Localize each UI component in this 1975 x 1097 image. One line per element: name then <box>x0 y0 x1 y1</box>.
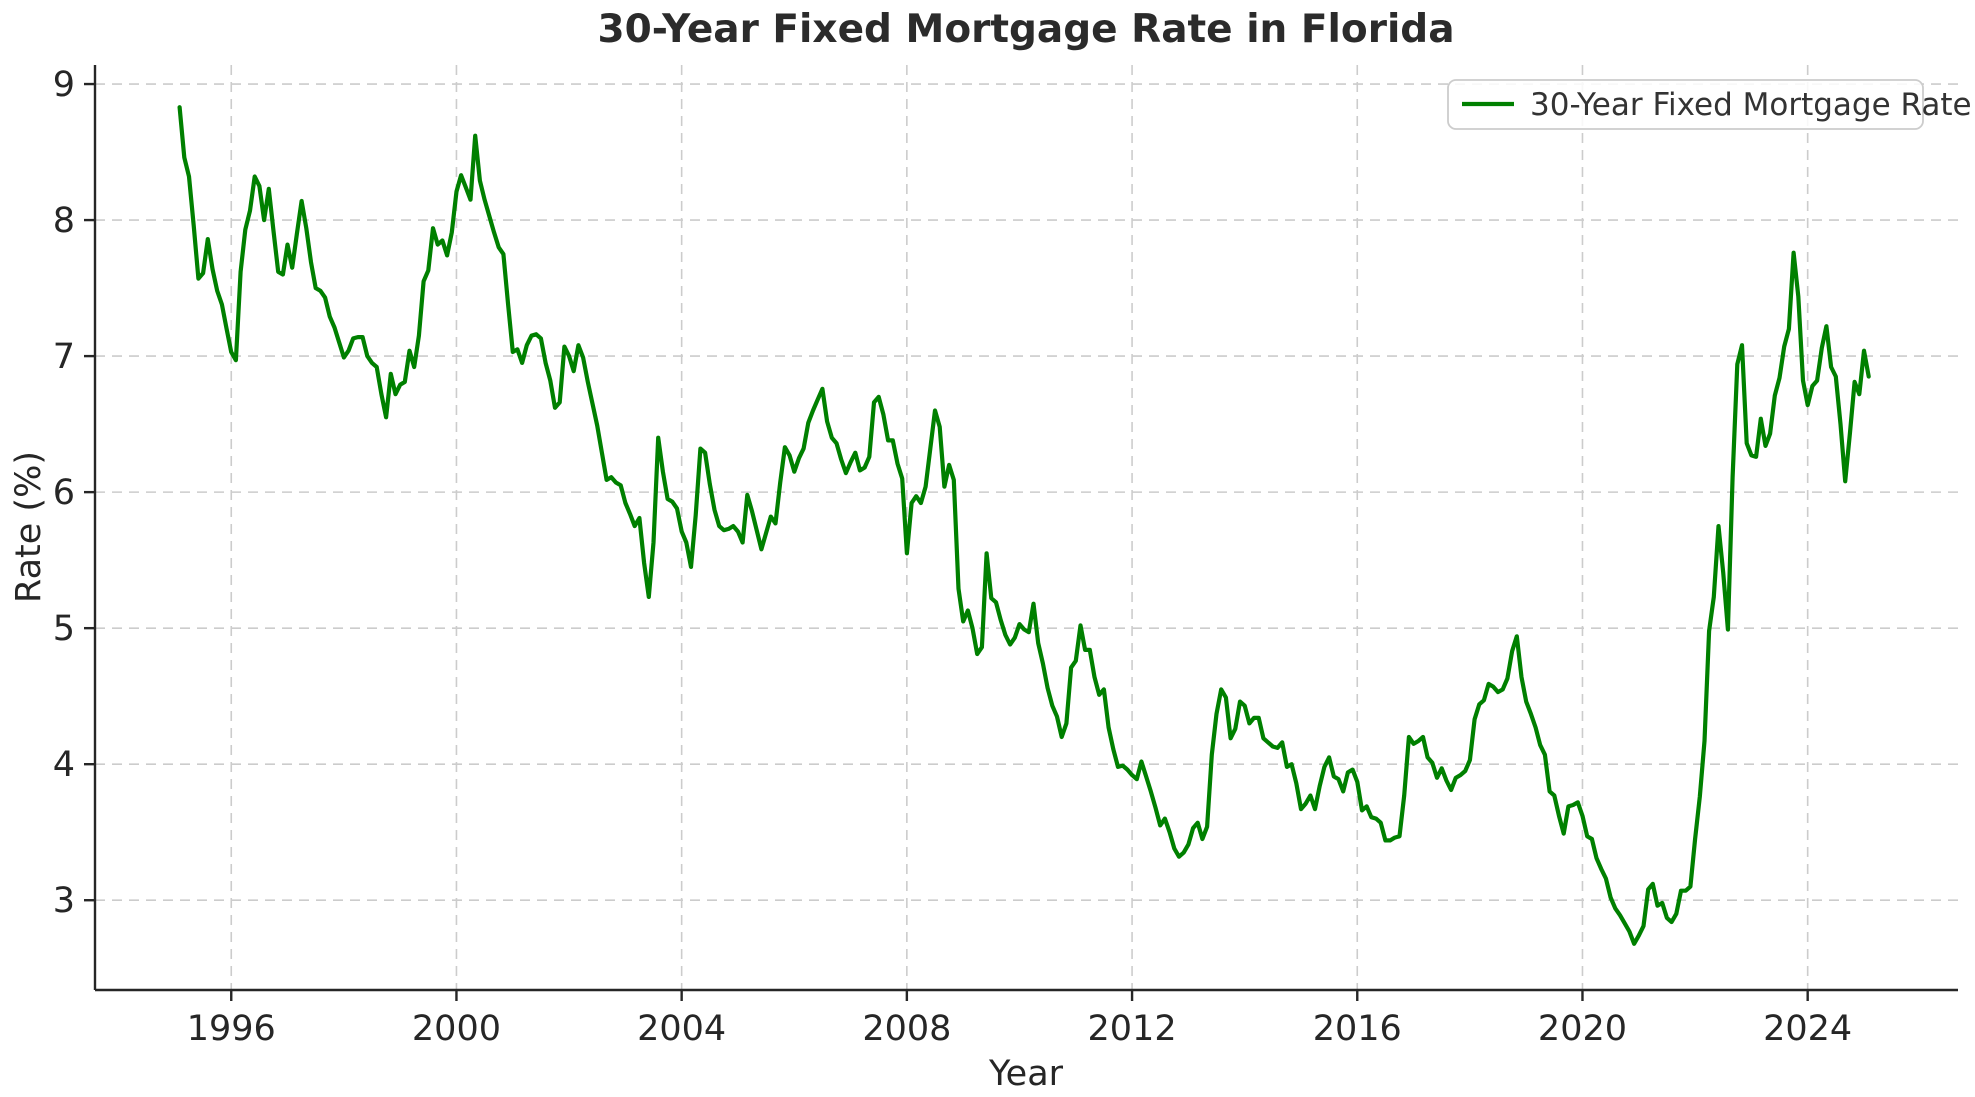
y-tick-label: 9 <box>53 65 75 105</box>
legend: 30-Year Fixed Mortgage Rate <box>1447 79 1972 130</box>
chart-title: 30-Year Fixed Mortgage Rate in Florida <box>597 7 1454 52</box>
legend-box <box>1447 79 1924 130</box>
x-tick-labels: 1996 2000 2004 2008 2012 2016 2020 2024 <box>187 1009 1853 1049</box>
x-tick-label: 2008 <box>862 1009 951 1049</box>
x-axis-label: Year <box>988 1054 1064 1094</box>
gridlines <box>95 65 1958 990</box>
x-tick-label: 2000 <box>412 1009 501 1049</box>
x-tick-label: 2020 <box>1538 1009 1627 1049</box>
axis-tick-marks <box>84 82 1809 1001</box>
y-tick-label: 8 <box>53 201 75 241</box>
x-tick-label: 2024 <box>1763 1009 1852 1049</box>
axis-spines <box>93 65 1958 992</box>
y-axis-label: Rate (%) <box>9 451 49 603</box>
legend-label: 30-Year Fixed Mortgage Rate <box>1530 87 1972 123</box>
y-tick-label: 6 <box>53 473 75 513</box>
x-tick-label: 2012 <box>1088 1009 1177 1049</box>
y-tick-label: 3 <box>53 881 75 921</box>
x-tick-label: 2004 <box>637 1009 726 1049</box>
y-tick-label: 4 <box>53 745 75 785</box>
y-tick-labels: 3 4 5 6 7 8 9 <box>53 65 75 921</box>
x-tick-label: 2016 <box>1313 1009 1402 1049</box>
mortgage-rate-line <box>177 105 1871 946</box>
x-tick-label: 1996 <box>187 1009 276 1049</box>
y-tick-label: 7 <box>53 337 75 377</box>
y-tick-label: 5 <box>53 609 75 649</box>
